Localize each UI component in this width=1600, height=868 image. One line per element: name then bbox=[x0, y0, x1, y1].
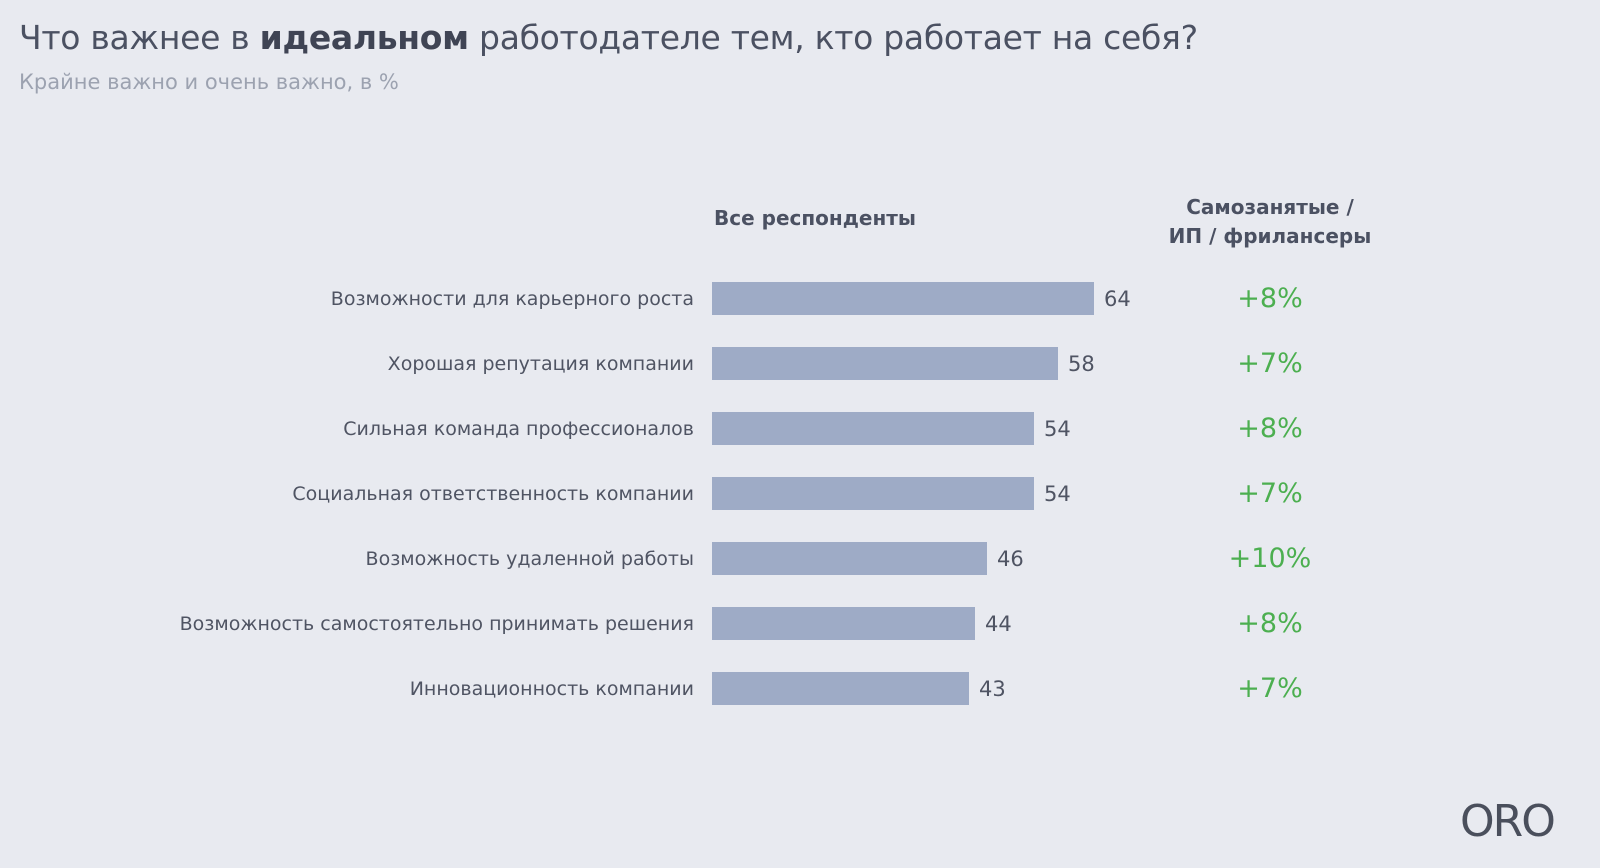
category-label: Возможность удаленной работы bbox=[365, 548, 694, 570]
chart-row: Инновационность компании 43 +7% bbox=[0, 672, 1600, 706]
bar-value-label: 46 bbox=[997, 547, 1024, 571]
column-header-self-employed-line1: Самозанятые / bbox=[1186, 195, 1354, 219]
title-bold: идеальном bbox=[259, 18, 470, 57]
chart-row: Хорошая репутация компании 58 +7% bbox=[0, 347, 1600, 381]
self-employed-delta: +7% bbox=[1237, 348, 1303, 379]
oro-logo: ORO bbox=[1460, 796, 1556, 847]
bar-value-label: 43 bbox=[979, 677, 1006, 701]
category-label: Хорошая репутация компании bbox=[387, 353, 694, 375]
column-header-all-respondents: Все респонденты bbox=[714, 206, 916, 230]
self-employed-delta: +7% bbox=[1237, 673, 1303, 704]
page-title: Что важнее в идеальном работодателе тем,… bbox=[19, 18, 1198, 57]
bar bbox=[712, 412, 1034, 445]
bar-value-label: 44 bbox=[985, 612, 1012, 636]
bar-value-label: 58 bbox=[1068, 352, 1095, 376]
category-label: Возможность самостоятельно принимать реш… bbox=[179, 613, 694, 635]
chart-row: Возможности для карьерного роста 64 +8% bbox=[0, 282, 1600, 316]
bar bbox=[712, 542, 987, 575]
bar bbox=[712, 607, 975, 640]
chart-row: Возможность самостоятельно принимать реш… bbox=[0, 607, 1600, 641]
title-after: работодателе тем, кто работает на себя? bbox=[468, 18, 1198, 57]
chart-row: Социальная ответственность компании 54 +7% bbox=[0, 477, 1600, 511]
column-header-self-employed: Самозанятые / ИП / фрилансеры bbox=[1140, 193, 1400, 251]
bar-value-label: 54 bbox=[1044, 482, 1071, 506]
category-label: Социальная ответственность компании bbox=[292, 483, 694, 505]
bar-value-label: 64 bbox=[1104, 287, 1131, 311]
self-employed-delta: +8% bbox=[1237, 283, 1303, 314]
category-label: Сильная команда профессионалов bbox=[343, 418, 694, 440]
chart-row: Возможность удаленной работы 46 +10% bbox=[0, 542, 1600, 576]
chart-row: Сильная команда профессионалов 54 +8% bbox=[0, 412, 1600, 446]
page-subtitle: Крайне важно и очень важно, в % bbox=[19, 70, 399, 94]
category-label: Возможности для карьерного роста bbox=[330, 288, 694, 310]
self-employed-delta: +10% bbox=[1228, 543, 1312, 574]
title-before: Что важнее в bbox=[19, 18, 260, 57]
bar bbox=[712, 477, 1034, 510]
self-employed-delta: +7% bbox=[1237, 478, 1303, 509]
bar bbox=[712, 672, 969, 705]
self-employed-delta: +8% bbox=[1237, 608, 1303, 639]
bar-value-label: 54 bbox=[1044, 417, 1071, 441]
self-employed-delta: +8% bbox=[1237, 413, 1303, 444]
category-label: Инновационность компании bbox=[409, 678, 694, 700]
bar bbox=[712, 347, 1058, 380]
column-header-self-employed-line2: ИП / фрилансеры bbox=[1168, 224, 1372, 248]
bar bbox=[712, 282, 1094, 315]
